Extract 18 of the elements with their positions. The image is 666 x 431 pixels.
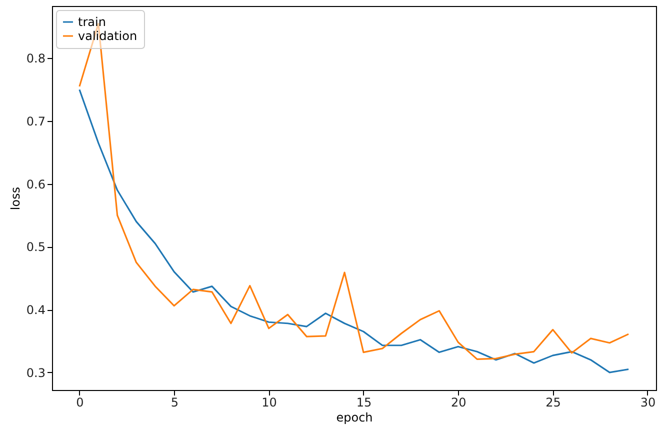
x-tick-label: 5 bbox=[170, 396, 178, 410]
x-tick-label: 20 bbox=[450, 396, 466, 410]
y-tick-label: 0.8 bbox=[26, 52, 46, 66]
line-series bbox=[78, 88, 630, 374]
x-tick-label: 10 bbox=[262, 396, 277, 410]
x-axis-title: epoch bbox=[336, 410, 373, 424]
legend-label: validation bbox=[78, 29, 138, 43]
x-tick-label: 25 bbox=[546, 396, 561, 410]
x-tick-label: 0 bbox=[76, 396, 84, 410]
y-tick-label: 0.3 bbox=[26, 366, 46, 380]
y-tick-label: 0.5 bbox=[26, 240, 46, 254]
y-axis-title: loss bbox=[8, 186, 22, 210]
x-tick-label: 15 bbox=[356, 396, 372, 410]
y-tick-label: 0.6 bbox=[26, 177, 46, 192]
legend-label: train bbox=[78, 15, 106, 29]
y-tick-label: 0.4 bbox=[26, 303, 46, 318]
y-tick-label: 0.7 bbox=[26, 114, 46, 129]
x-tick-label: 30 bbox=[640, 396, 656, 410]
